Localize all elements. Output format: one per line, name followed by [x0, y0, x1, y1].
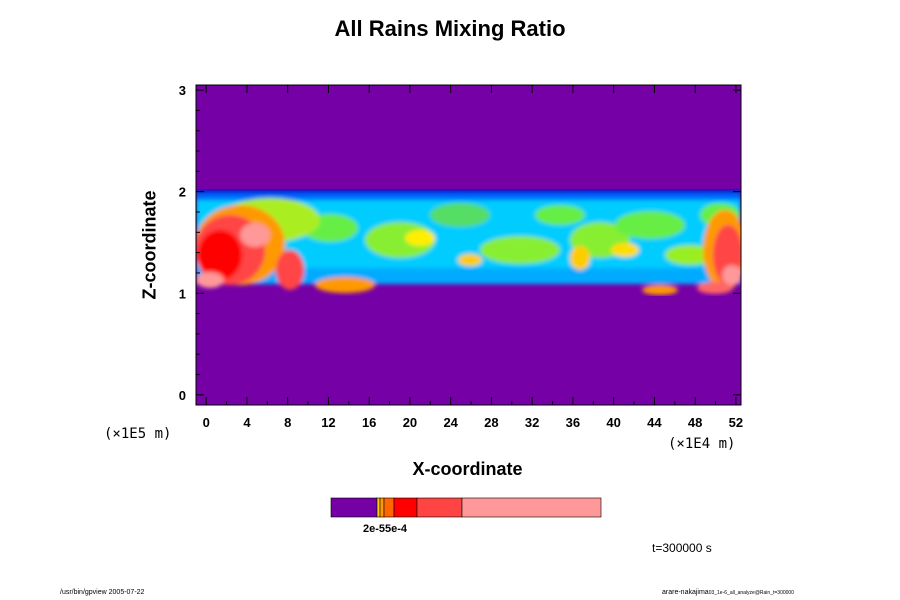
colorbar-segment	[461, 497, 602, 518]
colorbar-segment	[383, 497, 395, 518]
y-tick-label: 3	[179, 83, 186, 98]
footer-right-main: arare-nakajima	[662, 589, 709, 596]
cloud-layer	[196, 189, 741, 295]
colorbar-segment	[393, 497, 418, 518]
colorbar	[330, 497, 602, 518]
y-scale-label: (×1E5 m)	[104, 426, 172, 442]
colorbar-segment	[379, 497, 385, 518]
colorbar-segment	[376, 497, 381, 518]
x-tick-label: 40	[606, 415, 620, 430]
x-tick-label: 44	[647, 415, 662, 430]
footer-right-small: 03_1e-6_all_analyze@Rain_t=300000	[708, 590, 794, 596]
y-tick-label: 1	[179, 286, 186, 301]
x-tick-label: 52	[729, 415, 743, 430]
plot-frame	[195, 84, 742, 406]
footer-right: arare-nakajima03_1e-6_all_analyze@Rain_t…	[662, 589, 794, 596]
x-tick-label: 8	[284, 415, 291, 430]
x-tick-label: 0	[203, 415, 210, 430]
y-axis: 0 1 2 3	[179, 83, 741, 403]
y-tick-label: 0	[179, 388, 186, 403]
x-tick-label: 36	[566, 415, 580, 430]
time-label: t=300000 s	[652, 541, 712, 555]
colorbar-segment	[416, 497, 463, 518]
x-axis-label: X-coordinate	[412, 459, 523, 479]
colorbar-tick-labels: 2e-55e-4	[363, 523, 408, 535]
y-tick-label: 2	[179, 185, 186, 200]
x-tick-label: 20	[403, 415, 417, 430]
footer-left: /usr/bin/gpview 2005-07-22	[60, 589, 145, 596]
colorbar-segment	[330, 497, 378, 518]
y-axis-label: Z-coordinate	[139, 190, 160, 300]
x-tick-label: 24	[443, 415, 458, 430]
x-tick-label: 48	[688, 415, 702, 430]
x-tick-label: 16	[362, 415, 376, 430]
chart-title: All Rains Mixing Ratio	[334, 16, 566, 41]
x-tick-label: 32	[525, 415, 539, 430]
x-scale-label: (×1E4 m)	[668, 436, 736, 452]
x-axis: 0 4 8 12 16 20 24 28 32 36 40 44 48 52	[203, 85, 743, 430]
x-tick-label: 4	[243, 415, 251, 430]
x-tick-label: 28	[484, 415, 498, 430]
x-tick-label: 12	[321, 415, 335, 430]
